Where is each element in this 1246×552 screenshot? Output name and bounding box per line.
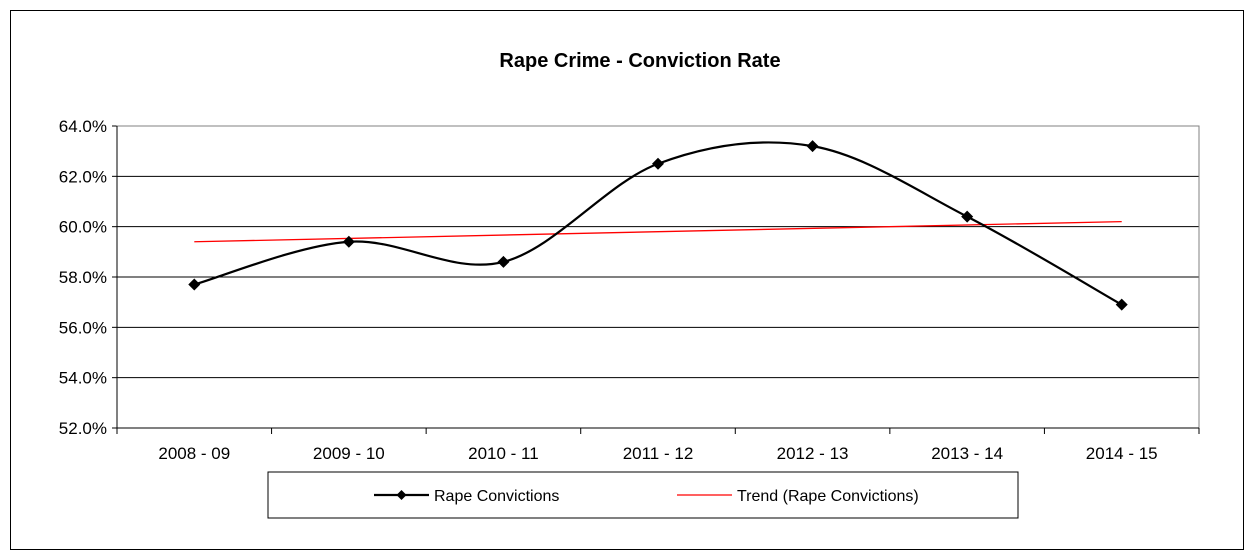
data-point — [342, 235, 355, 248]
data-point — [961, 210, 974, 223]
x-tick-label: 2010 - 11 — [468, 444, 539, 463]
x-tick-label: 2009 - 10 — [313, 444, 385, 463]
x-tick-label: 2011 - 12 — [623, 444, 694, 463]
x-tick-label: 2012 - 13 — [777, 444, 849, 463]
plot-area: 52.0% 54.0% 56.0% 58.0% 60.0% 62.0% 64.0% 2008 … — [59, 117, 1200, 463]
data-point — [497, 255, 510, 268]
y-tick-label: 52.0% — [59, 419, 107, 438]
y-tick-label: 64.0% — [59, 117, 107, 136]
chart: Rape Crime - Conviction Rate 52.0%54.0%5… — [10, 10, 1244, 550]
y-tick-label: 60.0% — [59, 218, 107, 237]
x-tick-label: 2013 - 14 — [931, 444, 1003, 463]
legend-marker — [396, 490, 407, 500]
x-tick-label: 2014 - 15 — [1086, 444, 1158, 463]
y-tick-label: 54.0% — [59, 369, 107, 388]
data-point — [652, 157, 664, 170]
data-point — [1115, 298, 1128, 311]
y-tick-label: 58.0% — [59, 268, 107, 287]
y-tick-label: 62.0% — [59, 167, 107, 186]
legend-label-trend-rape-convictions: Trend (Rape Convictions) — [737, 488, 919, 505]
y-tick-label: 56.0% — [59, 318, 107, 337]
chart-title: Rape Crime - Conviction Rate — [499, 50, 780, 72]
x-tick-label: 2008 - 09 — [158, 444, 230, 463]
legend-label-rape-convictions: Rape Convictions — [434, 488, 559, 505]
legend: Rape Convictions Trend (Rape Convictions) — [267, 471, 1019, 519]
data-point — [806, 140, 819, 153]
data-point — [188, 278, 201, 291]
